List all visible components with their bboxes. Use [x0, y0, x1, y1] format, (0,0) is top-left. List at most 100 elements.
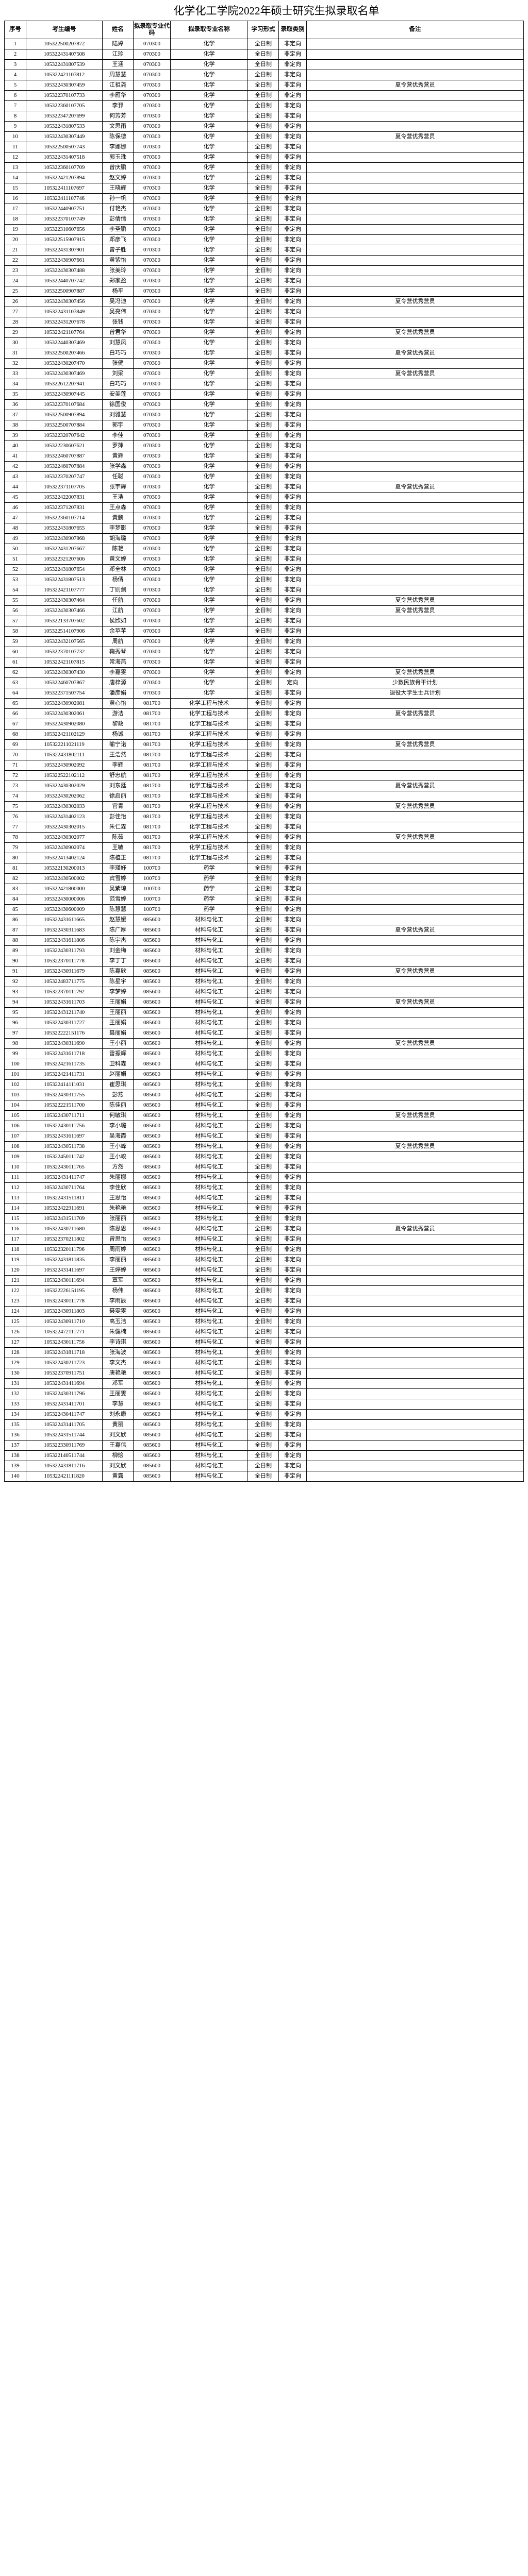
cell-exam-id: 105322500707884	[26, 420, 103, 431]
cell-major-name: 化学	[170, 502, 248, 513]
cell-admit-type: 非定向	[278, 1059, 307, 1070]
cell-name: 邓彦飞	[102, 234, 134, 245]
cell-exam-id: 105322371107705	[26, 482, 103, 493]
cell-name: 陈慧慧	[102, 904, 134, 915]
cell-seq: 120	[4, 1265, 26, 1276]
cell-major-name: 材料与化工	[170, 966, 248, 977]
cell-remark	[306, 1440, 524, 1451]
cell-remark	[306, 1193, 524, 1204]
cell-remark	[306, 554, 524, 565]
table-row: 112 105322430711764 李佳欣 085600 材料与化工 全日制 非定向	[4, 1182, 524, 1193]
cell-study-form: 全日制	[248, 389, 279, 400]
cell-seq: 68	[4, 729, 26, 740]
table-row: 51 105322321207606 黄文婷 070300 化学 全日制 非定向	[4, 554, 524, 565]
cell-major-name: 药学	[170, 894, 248, 905]
cell-seq: 37	[4, 410, 26, 420]
cell-major-name: 化学	[170, 451, 248, 462]
cell-remark	[306, 585, 524, 596]
cell-name: 王小峰	[102, 1141, 134, 1152]
cell-major-code: 070300	[133, 80, 171, 91]
table-row: 135 105322431411705 黄丽 085600 材料与化工 全日制 非定向	[4, 1419, 524, 1430]
cell-exam-id: 105322430911803	[26, 1306, 103, 1317]
cell-name: 何敏琪	[102, 1110, 134, 1121]
cell-seq: 50	[4, 544, 26, 554]
cell-exam-id: 105322133707602	[26, 616, 103, 626]
cell-major-name: 化学	[170, 173, 248, 183]
cell-name: 李梦婷	[102, 987, 134, 997]
table-row: 124 105322430911803 聂雯雯 085600 材料与化工 全日制 非定向	[4, 1306, 524, 1317]
cell-major-name: 化学工程与技术	[170, 719, 248, 730]
table-row: 93 105322370111792 李梦婷 085600 材料与化工 全日制 非定向	[4, 987, 524, 997]
cell-major-name: 化学	[170, 657, 248, 668]
cell-study-form: 全日制	[248, 1337, 279, 1348]
cell-major-code: 085600	[133, 1471, 171, 1482]
table-row: 85 105322430600009 陈慧慧 100700 药学 全日制 非定向	[4, 904, 524, 915]
cell-name: 王嘉信	[102, 1440, 134, 1451]
cell-major-name: 药学	[170, 863, 248, 874]
cell-name: 白巧巧	[102, 348, 134, 359]
cell-major-name: 材料与化工	[170, 1347, 248, 1358]
cell-major-name: 化学	[170, 677, 248, 688]
cell-admit-type: 非定向	[278, 389, 307, 400]
cell-admit-type: 非定向	[278, 1121, 307, 1131]
cell-major-name: 材料与化工	[170, 1182, 248, 1193]
cell-major-code: 085600	[133, 1255, 171, 1265]
cell-seq: 78	[4, 832, 26, 843]
cell-major-name: 材料与化工	[170, 987, 248, 997]
cell-remark	[306, 533, 524, 544]
cell-seq: 126	[4, 1327, 26, 1337]
table-row: 6 105322370107733 李雁华 070300 化学 全日制 非定向	[4, 90, 524, 101]
cell-study-form: 全日制	[248, 286, 279, 297]
cell-study-form: 全日制	[248, 667, 279, 678]
cell-remark: 夏令营优秀营员	[306, 348, 524, 359]
cell-major-code: 085600	[133, 914, 171, 925]
cell-name: 朱丽娜	[102, 1172, 134, 1183]
cell-major-name: 材料与化工	[170, 1121, 248, 1131]
cell-seq: 136	[4, 1430, 26, 1440]
table-row: 10 105322430307449 陈保德 070300 化学 全日制 非定向 夏令营优秀营…	[4, 131, 524, 142]
cell-name: 李诗琪	[102, 1337, 134, 1348]
cell-remark: 夏令营优秀营员	[306, 80, 524, 91]
cell-remark: 夏令营优秀营员	[306, 1224, 524, 1234]
cell-study-form: 全日制	[248, 884, 279, 894]
cell-seq: 52	[4, 564, 26, 575]
cell-seq: 24	[4, 276, 26, 286]
cell-seq: 51	[4, 554, 26, 565]
cell-exam-id: 105322360107709	[26, 162, 103, 173]
cell-remark	[306, 399, 524, 410]
cell-remark	[306, 935, 524, 946]
cell-exam-id: 105322430307488	[26, 265, 103, 276]
cell-name: 鞠秀琴	[102, 647, 134, 657]
cell-remark	[306, 1471, 524, 1482]
cell-study-form: 全日制	[248, 956, 279, 967]
table-row: 128 105322431811718 张海波 085600 材料与化工 全日制 非定向	[4, 1347, 524, 1358]
cell-exam-id: 105322431107849	[26, 307, 103, 317]
cell-major-code: 070300	[133, 492, 171, 503]
cell-major-code: 070300	[133, 173, 171, 183]
cell-exam-id: 105322430307469	[26, 368, 103, 379]
cell-remark	[306, 379, 524, 389]
table-row: 78 105322430302077 陈茹 081700 化学工程与技术 全日制 非定向 夏令…	[4, 832, 524, 843]
cell-remark	[306, 389, 524, 400]
cell-seq: 119	[4, 1255, 26, 1265]
cell-seq: 64	[4, 688, 26, 699]
cell-remark	[306, 956, 524, 967]
cell-name: 曾子胜	[102, 245, 134, 256]
cell-major-code: 070300	[133, 379, 171, 389]
cell-exam-id: 105322430311793	[26, 945, 103, 956]
cell-remark	[306, 1368, 524, 1379]
cell-admit-type: 非定向	[278, 894, 307, 905]
cell-major-code: 081700	[133, 811, 171, 822]
cell-remark	[306, 873, 524, 884]
cell-exam-id: 105322430307430	[26, 667, 103, 678]
cell-study-form: 全日制	[248, 1275, 279, 1286]
cell-study-form: 全日制	[248, 214, 279, 225]
cell-name: 陈广厚	[102, 925, 134, 936]
cell-admit-type: 非定向	[278, 1151, 307, 1162]
cell-exam-id: 105322431402123	[26, 811, 103, 822]
cell-name: 彭佳怡	[102, 811, 134, 822]
cell-name: 李佳	[102, 430, 134, 441]
cell-seq: 129	[4, 1358, 26, 1368]
cell-admit-type: 非定向	[278, 80, 307, 91]
cell-admit-type: 非定向	[278, 502, 307, 513]
